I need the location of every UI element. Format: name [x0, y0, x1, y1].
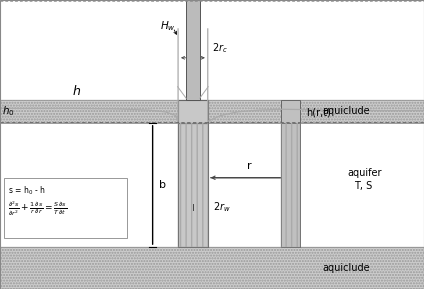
Text: b: b — [159, 180, 166, 190]
Bar — [178, 100, 208, 123]
Bar — [0, 100, 424, 123]
Text: $\frac{\partial^2 s}{\partial r^2}+\frac{1}{r}\frac{\partial s}{\partial r}=\fra: $\frac{\partial^2 s}{\partial r^2}+\frac… — [8, 199, 68, 218]
Text: aquifer: aquifer — [348, 168, 382, 178]
Bar — [0, 100, 424, 123]
Bar — [178, 123, 208, 247]
Text: T, S: T, S — [354, 181, 372, 191]
Bar — [0, 247, 424, 289]
Bar — [4, 178, 127, 238]
Text: s = h$_0$ - h: s = h$_0$ - h — [8, 185, 46, 197]
Bar — [0, 247, 424, 289]
Bar — [178, 123, 208, 247]
Text: aquiclude: aquiclude — [322, 263, 370, 273]
Text: $h_0$: $h_0$ — [2, 104, 15, 118]
Bar — [186, 0, 200, 100]
Text: r: r — [247, 160, 251, 171]
Text: $2r_w$: $2r_w$ — [213, 200, 231, 214]
Text: $2r_c$: $2r_c$ — [212, 41, 228, 55]
Text: aquiclude: aquiclude — [322, 106, 370, 116]
Text: h(r,t): h(r,t) — [306, 107, 331, 117]
Text: $H_w$: $H_w$ — [160, 19, 176, 33]
Text: h: h — [73, 85, 80, 97]
Bar — [281, 123, 300, 247]
Bar — [0, 0, 424, 100]
Bar — [281, 123, 300, 247]
Bar — [0, 123, 424, 247]
Bar — [281, 100, 300, 123]
